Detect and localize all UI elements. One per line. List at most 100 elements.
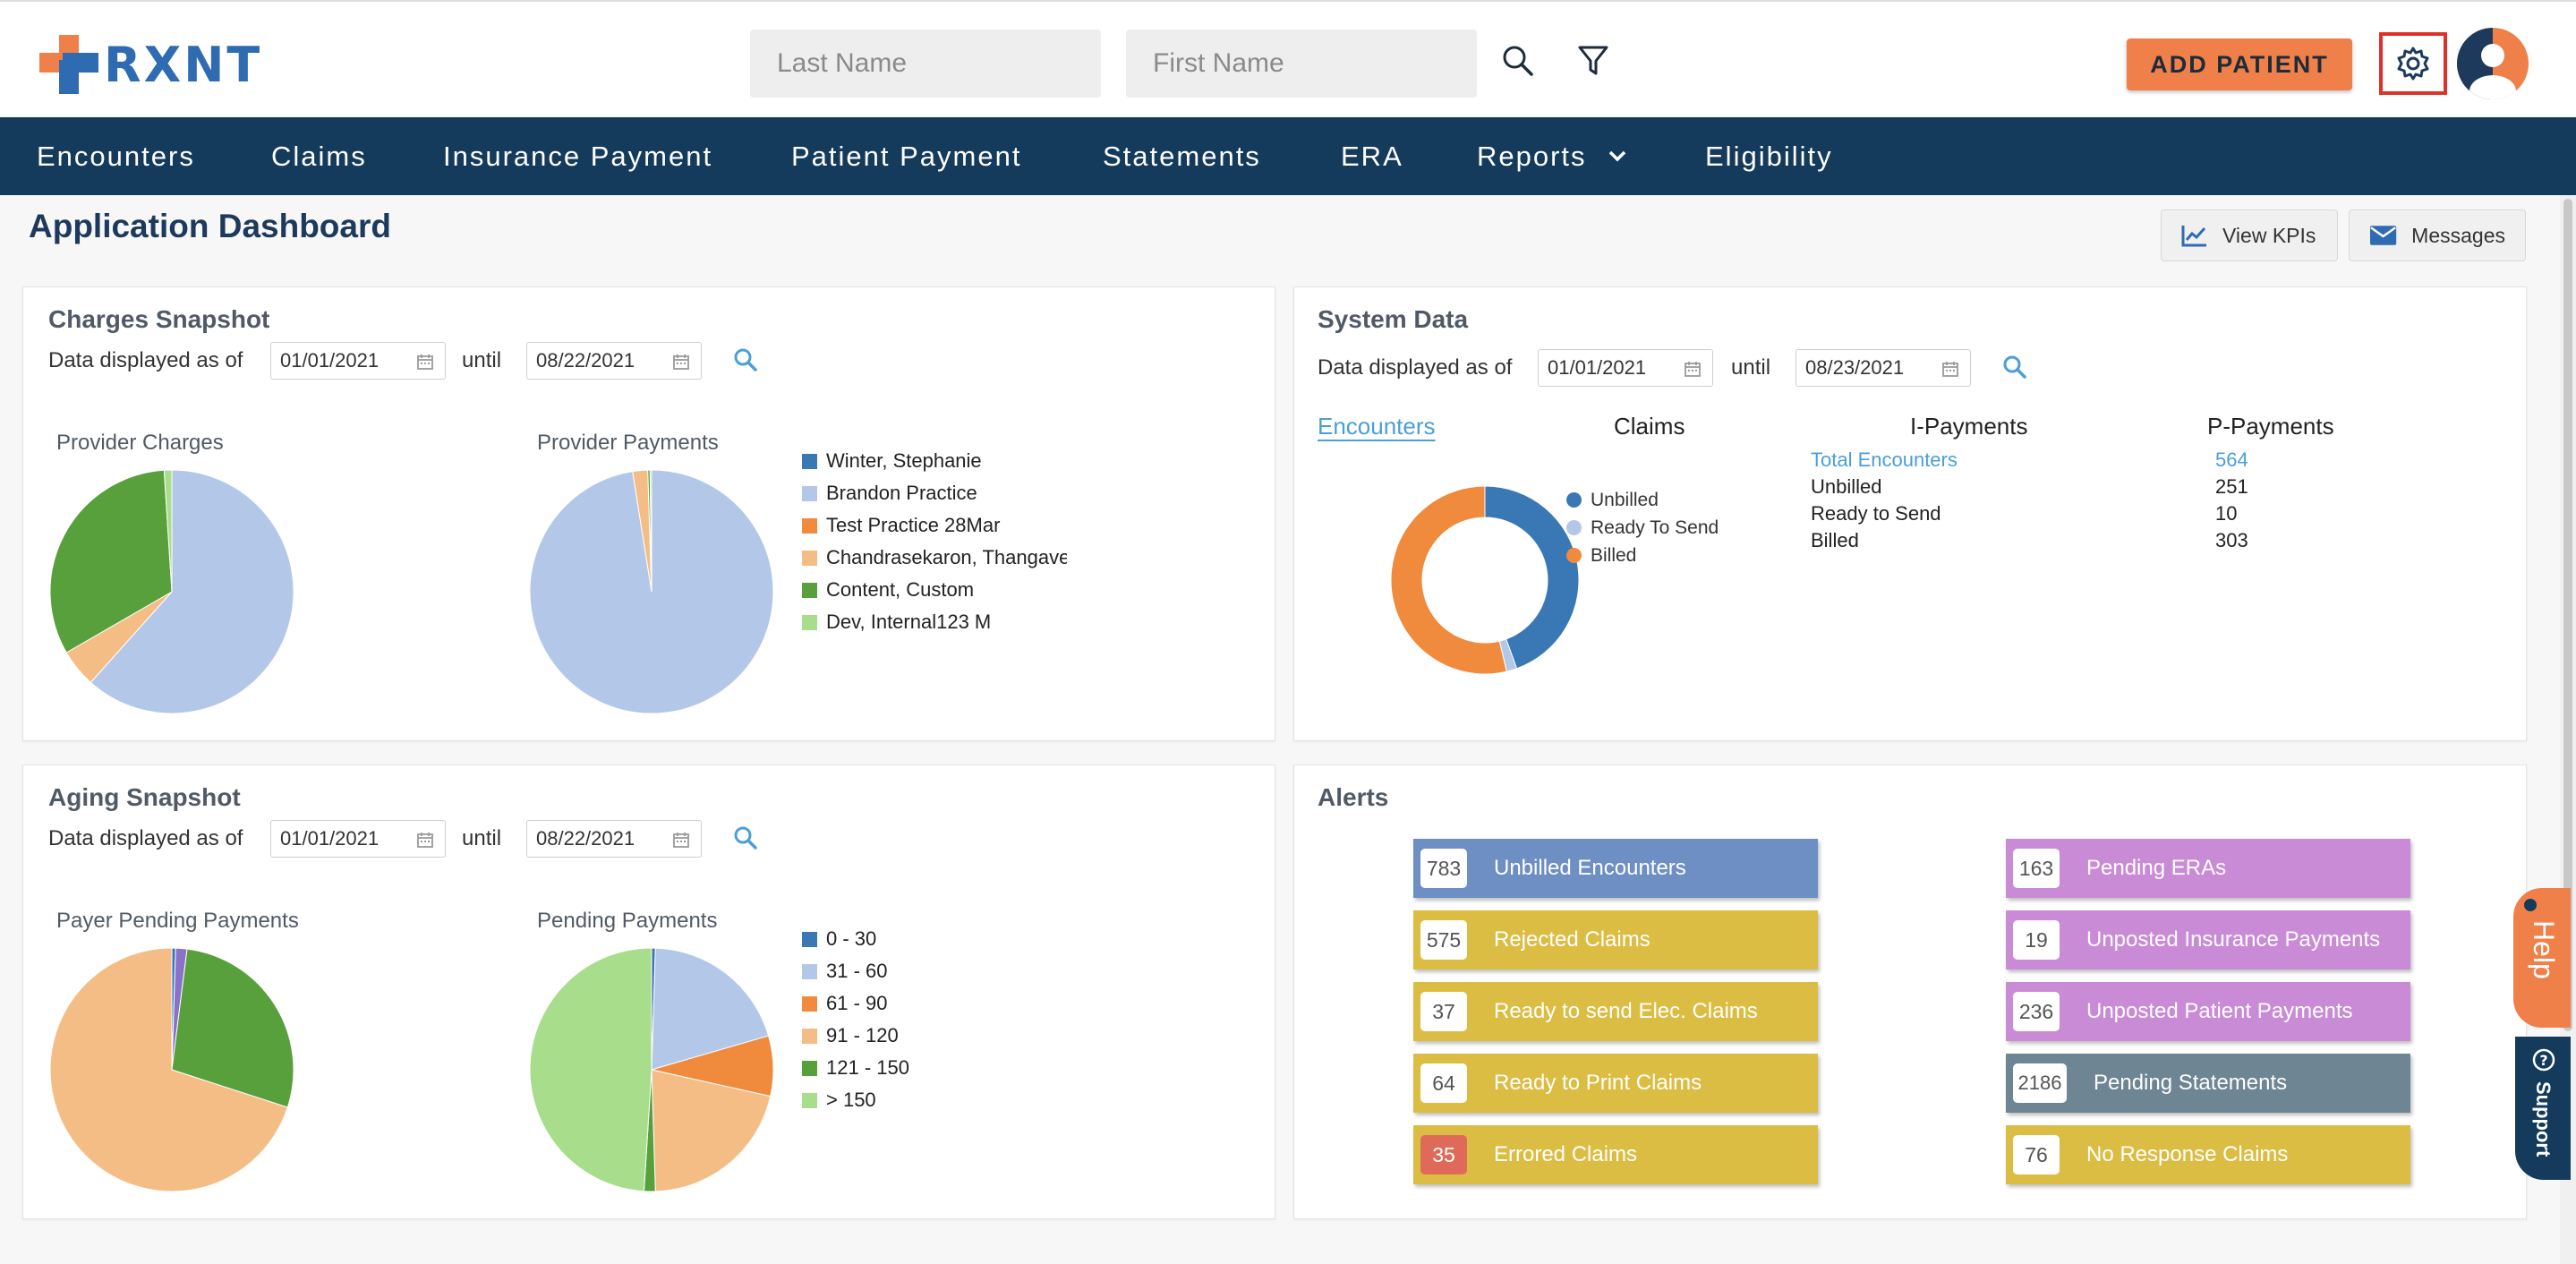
stat-row: Total Encounters 564 xyxy=(1811,448,2248,475)
legend-item[interactable]: Billed xyxy=(1566,542,1719,569)
system-to-date[interactable]: 08/23/2021 xyxy=(1796,349,1971,387)
alert-label: Unbilled Encounters xyxy=(1494,856,1686,880)
tab-p-payments[interactable]: P-Payments xyxy=(2207,413,2334,440)
legend-item[interactable]: Content, Custom xyxy=(802,574,1067,606)
legend-item[interactable]: 61 - 90 xyxy=(802,987,1067,1020)
user-avatar[interactable] xyxy=(2456,27,2529,100)
pie-slice[interactable] xyxy=(1484,485,1580,670)
tab-encounters[interactable]: Encounters xyxy=(1318,413,1436,440)
legend-label: > 150 xyxy=(826,1089,876,1111)
pie-slice[interactable] xyxy=(49,469,173,653)
search-icon[interactable] xyxy=(1497,39,1540,82)
legend-item[interactable]: 31 - 60 xyxy=(802,955,1067,987)
messages-button[interactable]: Messages xyxy=(2349,209,2526,261)
aging-from-date[interactable]: 01/01/2021 xyxy=(270,820,446,858)
legend-label: 0 - 30 xyxy=(826,927,877,950)
alert-ready-to-print-claims[interactable]: 64 Ready to Print Claims xyxy=(1413,1054,1818,1113)
legend-label: Dev, Internal123 M xyxy=(826,611,992,633)
scrollbar-thumb[interactable] xyxy=(2563,199,2572,1031)
search-icon[interactable] xyxy=(2002,354,2027,380)
alert-ready-to-send-elec-claims[interactable]: 37 Ready to send Elec. Claims xyxy=(1413,982,1818,1041)
support-label: Support xyxy=(2532,1081,2555,1157)
legend-item[interactable]: Winter, Stephanie xyxy=(802,445,1067,477)
stat-value[interactable]: 564 xyxy=(2215,448,2248,471)
alert-count: 236 xyxy=(2013,992,2060,1031)
nav-era[interactable]: ERA xyxy=(1341,141,1403,172)
nav-claims[interactable]: Claims xyxy=(271,141,367,172)
pie-slice[interactable] xyxy=(1390,485,1507,675)
charges-to-date[interactable]: 08/22/2021 xyxy=(526,342,702,380)
view-kpis-button[interactable]: View KPIs xyxy=(2161,209,2338,261)
legend-item[interactable]: Brandon Practice xyxy=(802,477,1067,509)
panel-title: Alerts xyxy=(1318,783,1389,811)
tab-claims[interactable]: Claims xyxy=(1614,413,1685,440)
pie-slice[interactable] xyxy=(529,947,653,1192)
date-value: 01/01/2021 xyxy=(280,827,380,850)
first-name-input[interactable] xyxy=(1126,30,1477,98)
nav-encounters[interactable]: Encounters xyxy=(37,141,195,172)
nav-eligibility[interactable]: Eligibility xyxy=(1705,141,1833,172)
top-header: RXNT ADD PATIENT xyxy=(0,0,2576,117)
alert-label: Unposted Patient Payments xyxy=(2086,999,2353,1023)
encounter-stats: Total Encounters 564 Unbilled 251 Ready to… xyxy=(1811,448,2248,556)
chevron-down-icon[interactable] xyxy=(1608,149,1627,164)
pending-payments-pie xyxy=(529,947,774,1192)
rxnt-logo[interactable]: RXNT xyxy=(39,34,262,95)
pie-slice[interactable] xyxy=(90,469,294,714)
alert-label: Rejected Claims xyxy=(1494,927,1651,952)
donut-legend: Unbilled Ready To Send Billed xyxy=(1566,486,1719,569)
line-chart-icon xyxy=(2181,226,2206,247)
view-kpis-label: View KPIs xyxy=(2222,223,2316,247)
legend-item[interactable]: 121 - 150 xyxy=(802,1052,1067,1084)
alert-pending-eras[interactable]: 163 Pending ERAs xyxy=(2006,839,2410,898)
settings-gear-button[interactable] xyxy=(2379,32,2447,95)
nav-reports[interactable]: Reports xyxy=(1477,141,1587,172)
legend-item[interactable]: 91 - 120 xyxy=(802,1020,1067,1052)
pie-slice[interactable] xyxy=(49,947,288,1192)
alert-errored-claims[interactable]: 35 Errored Claims xyxy=(1413,1125,1818,1184)
system-from-date[interactable]: 01/01/2021 xyxy=(1538,349,1713,387)
legend-item[interactable]: Unbilled xyxy=(1566,486,1719,514)
nav-statements[interactable]: Statements xyxy=(1103,141,1261,172)
pie-slice[interactable] xyxy=(651,947,770,1071)
alert-count: 163 xyxy=(2013,849,2060,888)
legend-item[interactable]: Dev, Internal123 M xyxy=(802,606,1067,638)
stat-row: Unbilled 251 xyxy=(1811,475,2248,502)
search-icon[interactable] xyxy=(733,347,758,372)
alert-unbilled-encounters[interactable]: 783 Unbilled Encounters xyxy=(1413,839,1818,898)
legend-item[interactable]: Chandrasekaron, Thangavel xyxy=(802,542,1067,574)
search-icon[interactable] xyxy=(733,825,758,850)
aging-to-date[interactable]: 08/22/2021 xyxy=(526,820,702,858)
data-as-of-label: Data displayed as of xyxy=(48,826,243,850)
pie-slice[interactable] xyxy=(649,469,653,593)
calendar-icon xyxy=(417,833,433,848)
legend-item[interactable]: > 150 xyxy=(802,1084,1067,1116)
filter-icon[interactable] xyxy=(1572,39,1615,82)
nav-insurance-payment[interactable]: Insurance Payment xyxy=(443,141,713,172)
pie-slice[interactable] xyxy=(651,1069,772,1192)
support-tab[interactable]: ? Support xyxy=(2515,1037,2571,1180)
legend-label: Content, Custom xyxy=(826,578,975,601)
alert-no-response-claims[interactable]: 76 No Response Claims xyxy=(2006,1125,2410,1184)
legend-item[interactable]: Test Practice 28Mar xyxy=(802,509,1067,542)
alert-pending-statements[interactable]: 2186 Pending Statements xyxy=(2006,1054,2410,1113)
add-patient-button[interactable]: ADD PATIENT xyxy=(2127,38,2352,90)
pie-slice[interactable] xyxy=(163,469,173,593)
charges-from-date[interactable]: 01/01/2021 xyxy=(270,342,446,380)
logo-cross-icon xyxy=(39,35,98,94)
stat-row: Billed 303 xyxy=(1811,529,2248,556)
tab-i-payments[interactable]: I-Payments xyxy=(1910,413,2028,440)
alert-unposted-patient-payments[interactable]: 236 Unposted Patient Payments xyxy=(2006,982,2410,1041)
nav-patient-payment[interactable]: Patient Payment xyxy=(791,141,1022,172)
pie-slice[interactable] xyxy=(171,948,294,1108)
alert-unposted-insurance-payments[interactable]: 19 Unposted Insurance Payments xyxy=(2006,910,2410,969)
alert-count: 19 xyxy=(2013,920,2060,960)
last-name-input[interactable] xyxy=(750,30,1101,98)
aging-snapshot-panel: Aging Snapshot Data displayed as of 01/0… xyxy=(22,764,1275,1219)
alert-rejected-claims[interactable]: 575 Rejected Claims xyxy=(1413,910,1818,969)
help-tab[interactable]: Help xyxy=(2513,888,2571,1028)
stat-label[interactable]: Total Encounters xyxy=(1811,448,1958,471)
legend-item[interactable]: Ready To Send xyxy=(1566,514,1719,542)
pending-payments-label: Pending Payments xyxy=(537,909,718,933)
legend-item[interactable]: 0 - 30 xyxy=(802,923,1067,955)
